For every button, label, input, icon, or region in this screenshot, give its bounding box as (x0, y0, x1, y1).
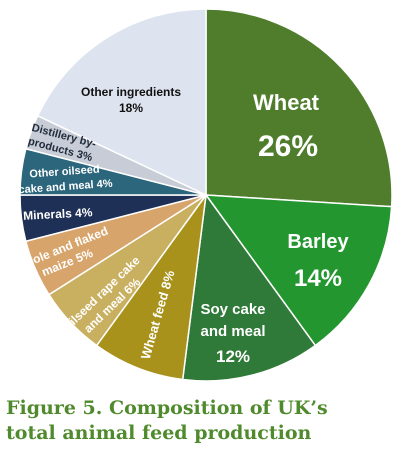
other-ingredients-label-line1: Other ingredients (81, 85, 181, 99)
other-oilseed-label-line1: Other oilseed (29, 164, 100, 181)
pie-slice-wheat (205, 8, 393, 208)
caption-line-2: total animal feed production (6, 422, 312, 444)
figure-caption: Figure 5. Composition of UK’s total anim… (6, 396, 406, 446)
pie-slice-wheat-feed (95, 194, 207, 381)
minerals-label: Minerals 4% (23, 205, 93, 223)
wheat-pct-label: 26% (258, 130, 318, 163)
other-ingredients-label-line2: 18% (119, 101, 143, 115)
soy-label-line2: and meal (200, 323, 265, 340)
soy-label-line1: Soy cake (200, 301, 265, 318)
pie-slice-other-ingredients (36, 8, 207, 197)
pie-slice-barley (204, 194, 393, 347)
barley-label: Barley (287, 231, 349, 253)
pie-chart: Wheat 26% Barley 14% Soy cake and meal 1… (20, 8, 393, 382)
caption-line-1: Figure 5. Composition of UK’s (6, 397, 328, 419)
wheat-label: Wheat (253, 90, 320, 115)
pie-slice-soy-cake-and-meal (181, 193, 317, 382)
soy-pct-label: 12% (216, 347, 250, 366)
barley-pct-label: 14% (294, 265, 342, 292)
